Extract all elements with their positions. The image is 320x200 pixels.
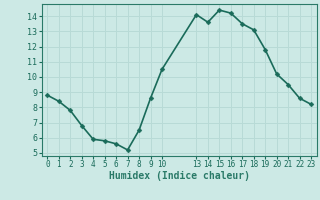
X-axis label: Humidex (Indice chaleur): Humidex (Indice chaleur) [109, 171, 250, 181]
